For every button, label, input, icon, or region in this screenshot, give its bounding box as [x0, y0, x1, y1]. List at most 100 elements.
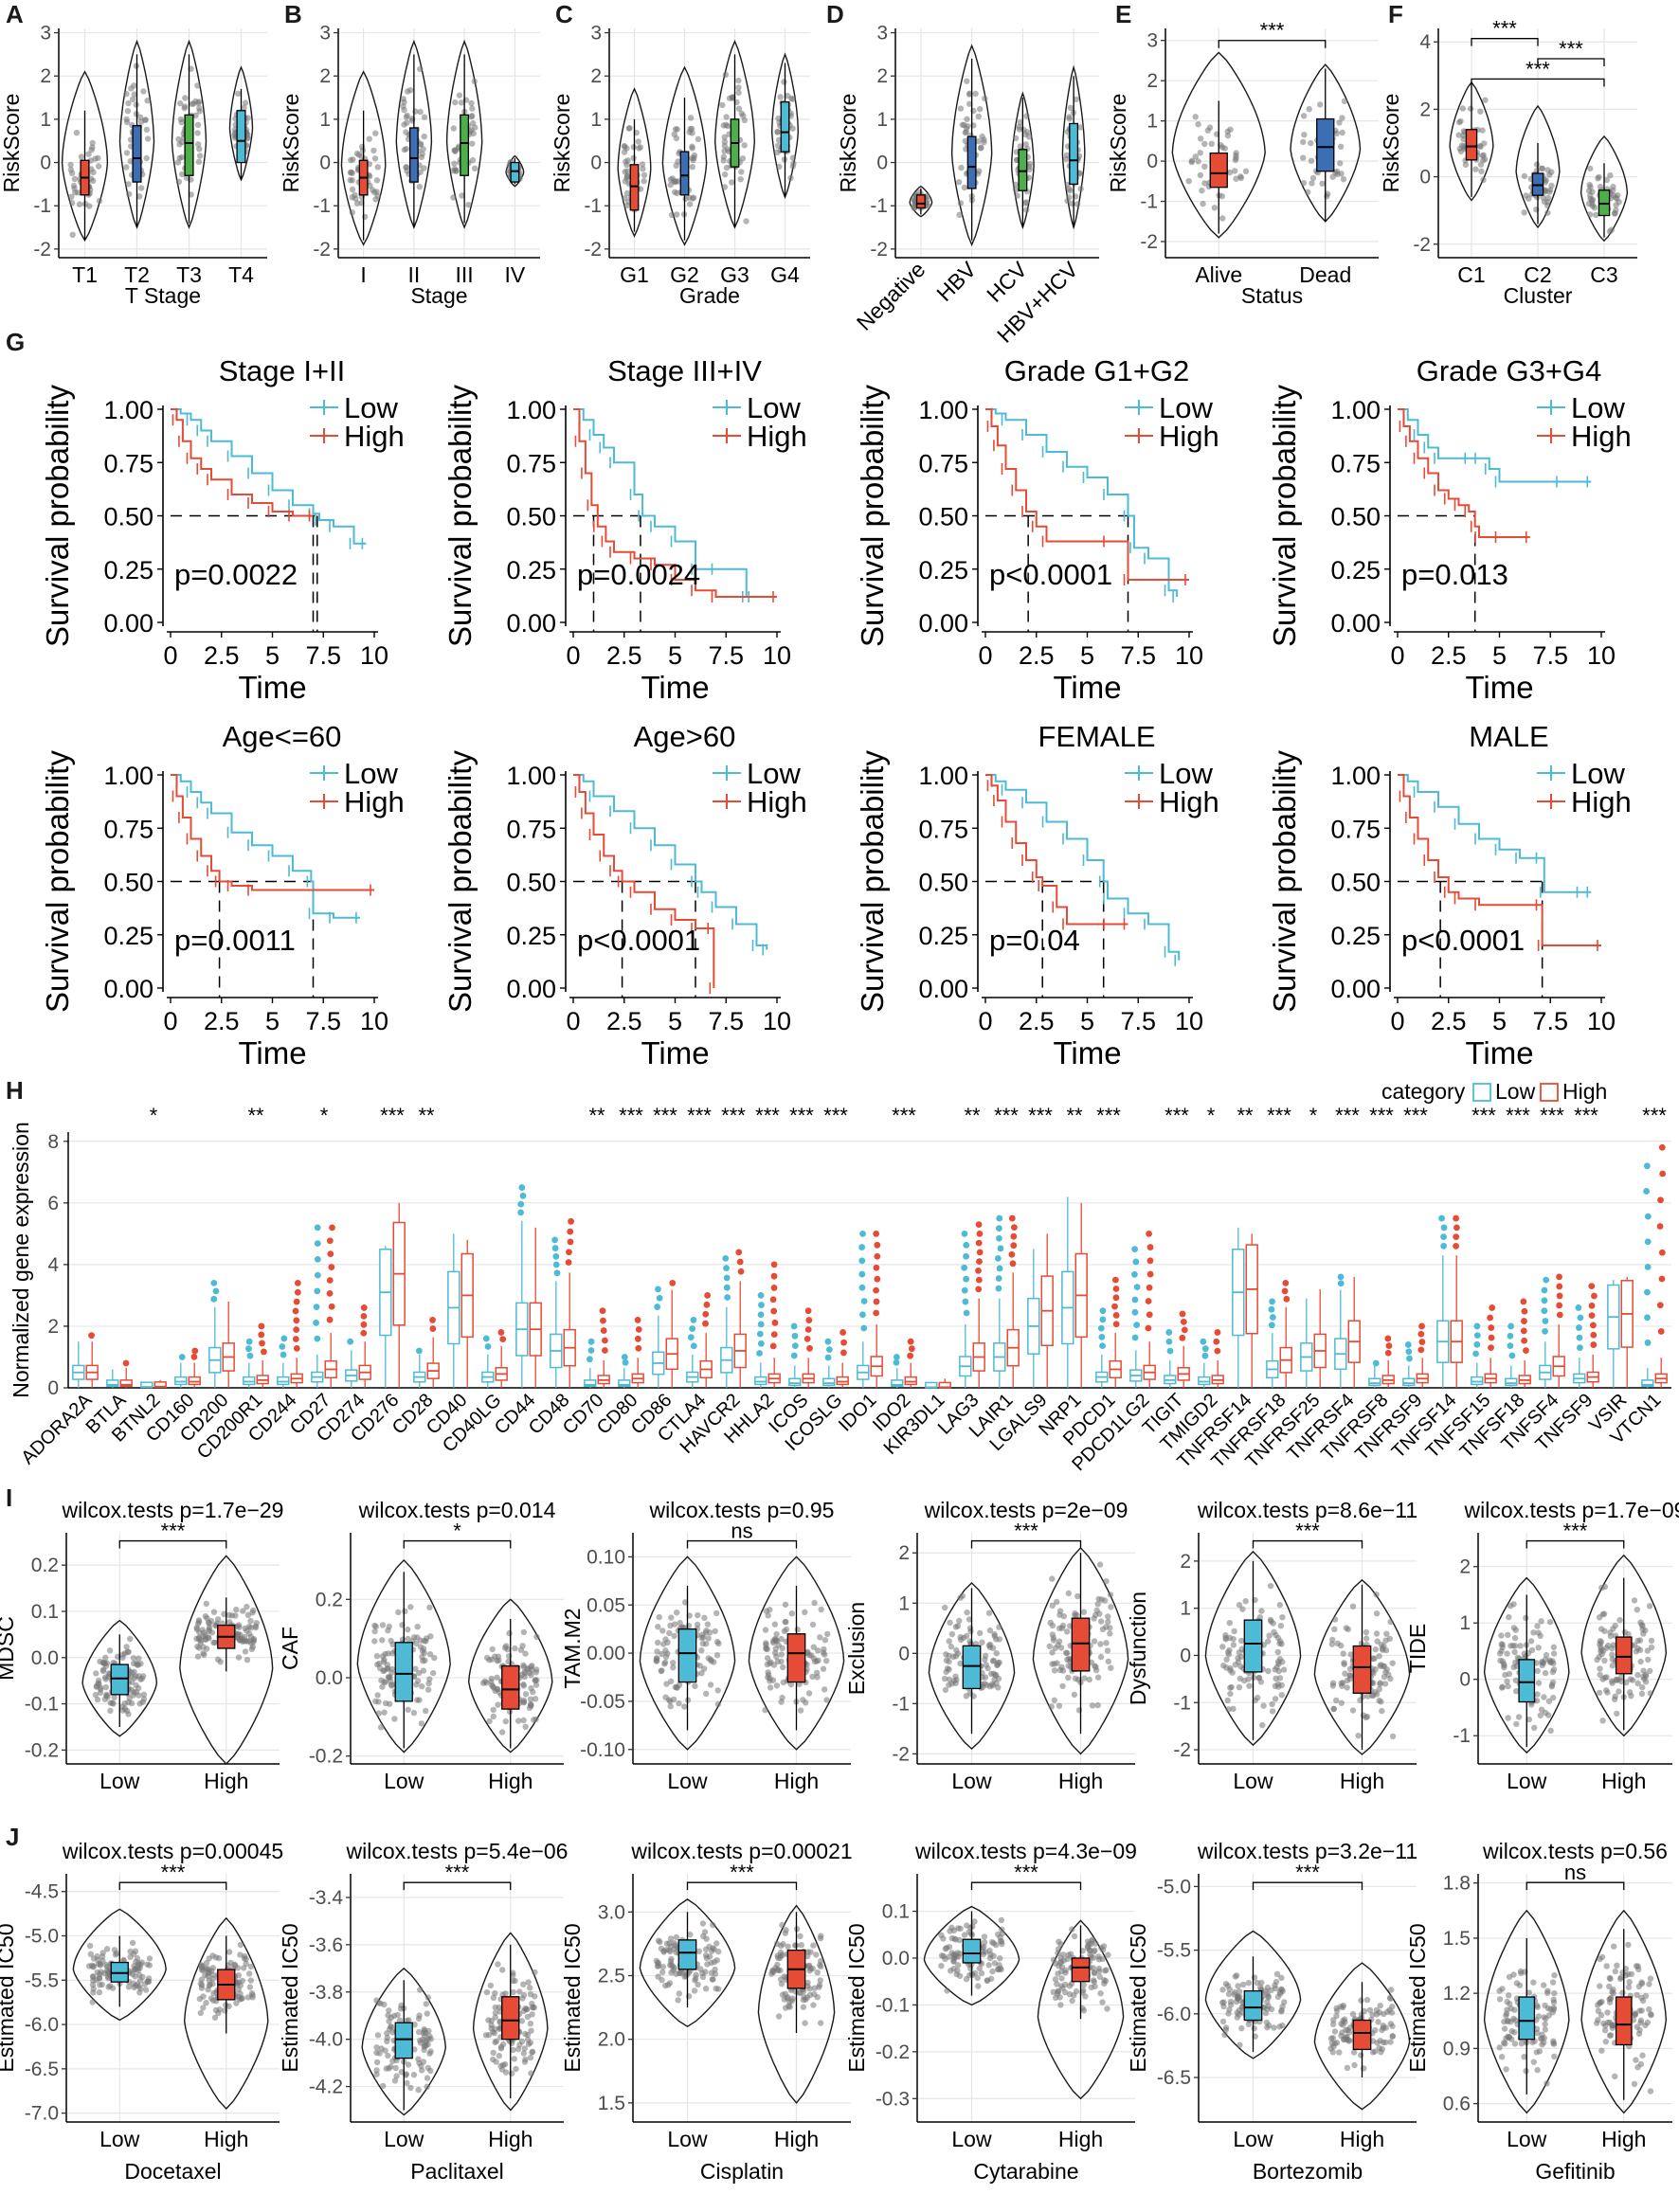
data-point	[1542, 1669, 1549, 1677]
y-tick-label: -3.4	[309, 1887, 344, 1909]
data-point	[699, 1973, 707, 1981]
significance-label: ns	[731, 1520, 752, 1543]
outlier-point	[246, 1352, 254, 1359]
outlier-point	[1588, 1302, 1596, 1309]
data-point	[942, 1686, 949, 1694]
data-point	[1300, 154, 1307, 161]
data-point	[125, 181, 132, 188]
data-point	[1506, 1613, 1512, 1621]
data-point	[385, 2052, 391, 2059]
data-point	[135, 1655, 142, 1662]
data-point	[1056, 1702, 1063, 1709]
data-point	[175, 178, 183, 186]
x-tick-label: 10	[763, 1007, 791, 1035]
violin-outline	[1580, 1555, 1668, 1737]
y-tick-label: 0.10	[587, 1546, 625, 1568]
data-point	[1639, 1626, 1646, 1633]
data-point	[981, 1939, 988, 1946]
y-tick-label: 2	[1459, 1556, 1471, 1578]
data-point	[805, 1651, 813, 1659]
data-point	[384, 1662, 391, 1668]
data-point	[787, 1681, 795, 1688]
data-point	[416, 2028, 423, 2036]
data-point	[129, 1939, 136, 1947]
data-point	[1105, 1658, 1112, 1665]
data-point	[92, 1691, 99, 1699]
data-point	[817, 1634, 823, 1641]
outlier-point	[1473, 1340, 1481, 1348]
data-point	[957, 1633, 964, 1641]
data-point	[76, 201, 83, 207]
data-point	[975, 138, 983, 145]
y-tick-label: -1	[1453, 1725, 1471, 1747]
data-point	[1513, 1720, 1520, 1728]
data-point	[389, 2058, 396, 2064]
data-point	[406, 2017, 412, 2023]
data-point	[421, 114, 428, 120]
data-point	[177, 116, 185, 123]
data-point	[527, 2054, 534, 2061]
data-point	[741, 117, 749, 124]
data-point	[87, 1951, 95, 1957]
km-title: Age<=60	[223, 720, 342, 753]
box	[822, 1377, 836, 1387]
data-point	[702, 1629, 710, 1636]
data-point	[695, 135, 702, 143]
outlier-point	[1281, 1287, 1289, 1295]
data-point	[522, 1723, 529, 1731]
y-tick-label: -1	[892, 1693, 910, 1715]
data-point	[144, 98, 151, 104]
data-point	[68, 193, 75, 200]
data-point	[400, 103, 406, 110]
y-tick-label: 0	[1459, 1669, 1471, 1691]
outlier-point	[1657, 1196, 1664, 1204]
data-point	[1603, 176, 1611, 184]
data-point	[1467, 105, 1474, 112]
data-point	[963, 1975, 970, 1983]
data-point	[247, 1963, 255, 1970]
data-point	[136, 114, 144, 121]
data-point	[1347, 1651, 1354, 1658]
significance-label: ***	[161, 1520, 186, 1543]
data-point	[948, 1643, 955, 1650]
outlier-point	[1440, 1233, 1447, 1241]
y-tick-label: 2	[1419, 99, 1431, 120]
significance-label: ***	[1267, 1104, 1291, 1127]
data-point	[957, 200, 965, 207]
data-point	[1535, 1629, 1542, 1636]
data-point	[481, 1678, 488, 1685]
data-point	[194, 130, 201, 136]
data-point	[1509, 1642, 1517, 1649]
data-point	[237, 1941, 244, 1949]
box	[1243, 1619, 1263, 1673]
data-point	[426, 1604, 433, 1611]
data-point	[401, 146, 408, 153]
data-point	[774, 1967, 781, 1973]
data-point	[1546, 187, 1554, 193]
data-point	[1355, 1733, 1362, 1739]
y-axis-title: Estimated IC50	[0, 1923, 18, 2072]
outlier-point	[994, 1254, 1002, 1262]
violin-outline	[72, 1908, 167, 2022]
data-point	[1534, 1667, 1541, 1675]
data-point	[1598, 1639, 1605, 1646]
outlier-point	[976, 1230, 984, 1237]
outlier-point	[1643, 1188, 1651, 1195]
data-point	[977, 106, 984, 113]
legend-label: High	[747, 785, 807, 818]
data-point	[496, 2052, 502, 2059]
data-point	[938, 1963, 945, 1969]
data-point	[1533, 161, 1541, 168]
y-tick-label: 0.05	[587, 1594, 625, 1616]
data-point	[529, 2011, 535, 2018]
data-point	[1308, 139, 1314, 147]
outlier-point	[1099, 1307, 1107, 1315]
outlier-point	[996, 1234, 1002, 1242]
data-point	[1014, 192, 1020, 199]
data-point	[1197, 135, 1204, 142]
outlier-point	[1011, 1224, 1018, 1232]
outlier-point	[702, 1320, 709, 1327]
data-point	[1338, 1699, 1345, 1706]
outlier-point	[1131, 1308, 1139, 1316]
